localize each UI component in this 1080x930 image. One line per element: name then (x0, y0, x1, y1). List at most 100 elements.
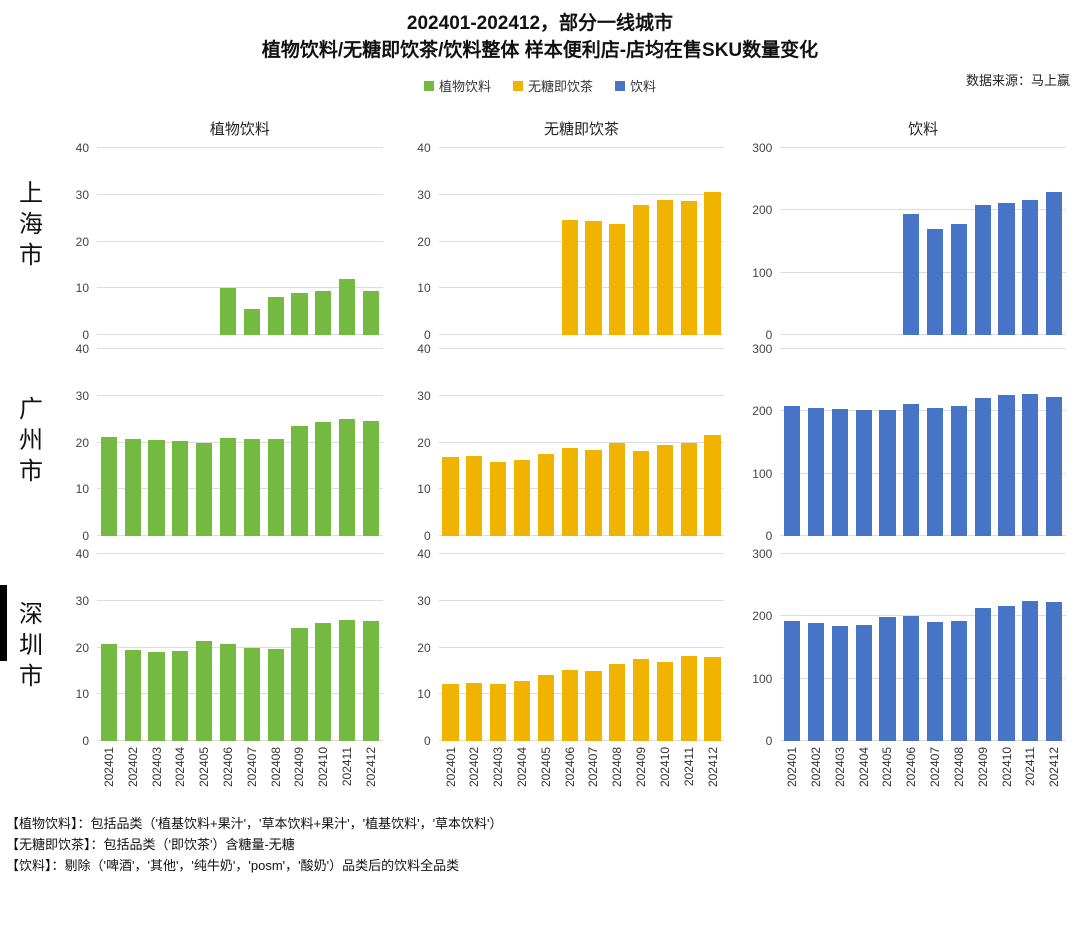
y-tick-label: 40 (75, 141, 89, 155)
bar-202404 (855, 625, 872, 741)
gridline (438, 441, 725, 443)
bar-202408 (609, 442, 626, 536)
bar-slot (582, 148, 606, 335)
bar-slot (168, 554, 192, 741)
footnotes: 【植物饮料】：包括品类（'植基饮料+果汁'，'草本饮料+果汁'，'植基饮料'，'… (0, 803, 1080, 876)
bar-202402 (807, 622, 825, 741)
x-tick: 202412 (359, 747, 383, 803)
x-tick-label: 202403 (832, 747, 847, 788)
plot-area (780, 147, 1066, 335)
y-tick-label: 10 (75, 482, 89, 497)
gridline (780, 410, 1066, 412)
bar-slot (828, 349, 852, 536)
bar-202410 (998, 394, 1015, 536)
y-tick-label: 0 (423, 734, 431, 748)
bar-202410 (998, 202, 1015, 335)
chart-shanghai-beverage: 饮料 0 100 200 300 (738, 118, 1080, 342)
y-tick-label: 30 (417, 388, 431, 403)
y-tick-label: 40 (75, 342, 89, 356)
y-tick-label: 300 (752, 342, 773, 356)
y-axis: 0 10 20 30 40 (397, 342, 439, 543)
bar-slot (168, 349, 192, 536)
gridline (780, 535, 1066, 536)
gridline (438, 646, 725, 648)
bar-series (439, 554, 725, 741)
x-tick: 202406 (899, 747, 923, 803)
gridline (780, 740, 1066, 741)
y-tick-label: 200 (752, 203, 773, 218)
bar-202410 (315, 422, 332, 536)
x-tick: 202401 (97, 747, 121, 803)
bar-slot (558, 554, 582, 741)
bar-slot (216, 148, 240, 335)
bar-202409 (291, 628, 308, 741)
y-tick-label: 10 (75, 687, 89, 702)
gridline (438, 348, 725, 349)
bar-202409 (974, 204, 991, 335)
bar-slot (240, 349, 264, 536)
x-tick-label: 202408 (951, 747, 966, 788)
bar-202407 (927, 621, 944, 741)
bar-202405 (537, 454, 554, 536)
legend-item: 饮料 (615, 76, 656, 95)
bar-202410 (998, 605, 1015, 741)
y-tick-label: 30 (75, 593, 89, 608)
bar-202408 (267, 649, 284, 741)
bar-202409 (291, 292, 308, 335)
gridline (97, 693, 383, 695)
gridline (97, 441, 383, 443)
y-tick-label: 30 (75, 187, 89, 202)
y-tick-label: 10 (75, 281, 89, 296)
gridline (97, 535, 383, 536)
bar-series (439, 349, 725, 536)
y-tick-label: 100 (752, 265, 773, 280)
bar-202405 (537, 675, 554, 741)
bar-202404 (513, 460, 531, 536)
bar-202402 (466, 682, 483, 741)
bar-202406 (219, 288, 237, 335)
bar-202412 (1046, 192, 1063, 335)
x-tick-label: 202411 (1023, 747, 1038, 787)
bar-slot (359, 349, 383, 536)
y-tick-label: 20 (75, 640, 89, 655)
x-tick: 202405 (876, 747, 900, 803)
bar-slot (653, 148, 677, 335)
gridline (438, 553, 725, 554)
bar-slot (677, 554, 701, 741)
bar-202403 (490, 683, 507, 741)
plot-area (438, 348, 725, 536)
bar-202404 (513, 681, 531, 741)
gridline (438, 599, 725, 601)
bar-slot (899, 349, 923, 536)
bar-202408 (267, 297, 284, 335)
bar-series (780, 148, 1066, 335)
x-tick-label: 202404 (515, 747, 529, 788)
bar-202408 (950, 621, 968, 741)
y-tick-label: 20 (75, 234, 89, 249)
city-label: 深圳市 (14, 601, 42, 694)
bar-202403 (148, 651, 165, 741)
chart-legend: 植物饮料 无糖即饮茶 饮料 (0, 76, 1080, 95)
x-tick-label: 202402 (125, 747, 140, 788)
gridline (438, 740, 725, 741)
bar-slot (828, 554, 852, 741)
bar-202405 (879, 616, 896, 741)
bar-slot (605, 148, 629, 335)
x-tick-label: 202406 (562, 747, 577, 788)
y-tick-label: 20 (75, 435, 89, 450)
bar-slot (510, 554, 534, 741)
x-tick: 202411 (1018, 747, 1042, 803)
chart-row-shanghai: 上海市 植物饮料 0 10 20 30 40 无糖即饮茶 0 10 20 30 40 饮料 0 1… (0, 118, 1080, 342)
y-tick-label: 20 (417, 234, 431, 249)
chart-shenzhen-tea: 0 10 20 30 40 202401 202402 202403 202404 202405… (397, 547, 739, 803)
x-tick-label: 202410 (999, 747, 1014, 788)
x-tick-label: 202410 (316, 747, 331, 788)
bar-202404 (172, 440, 189, 536)
bar-slot (653, 349, 677, 536)
bar-slot (804, 148, 828, 335)
bar-202406 (561, 220, 578, 335)
y-tick-label: 30 (417, 187, 431, 202)
chart-shenzhen-beverage: 0 100 200 300 202401 202402 202403 202404 20240… (738, 547, 1080, 803)
bar-202409 (632, 204, 650, 335)
gridline (97, 488, 383, 490)
